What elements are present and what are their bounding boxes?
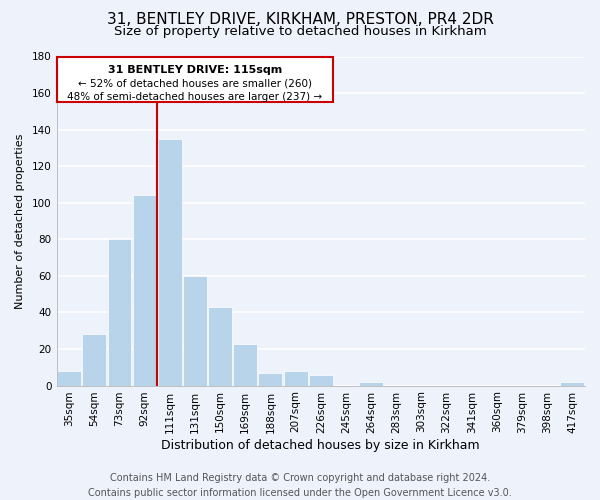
Bar: [284, 371, 308, 386]
Bar: [233, 344, 257, 386]
Bar: [259, 373, 283, 386]
Bar: [57, 371, 81, 386]
Bar: [208, 307, 232, 386]
Text: ← 52% of detached houses are smaller (260): ← 52% of detached houses are smaller (26…: [78, 78, 312, 88]
Bar: [133, 196, 157, 386]
Text: Contains HM Land Registry data © Crown copyright and database right 2024.
Contai: Contains HM Land Registry data © Crown c…: [88, 472, 512, 498]
X-axis label: Distribution of detached houses by size in Kirkham: Distribution of detached houses by size …: [161, 440, 480, 452]
Y-axis label: Number of detached properties: Number of detached properties: [15, 134, 25, 308]
Bar: [158, 139, 182, 386]
Bar: [309, 374, 333, 386]
Bar: [560, 382, 584, 386]
Bar: [107, 240, 131, 386]
Bar: [359, 382, 383, 386]
Text: 31 BENTLEY DRIVE: 115sqm: 31 BENTLEY DRIVE: 115sqm: [108, 64, 282, 74]
Bar: [183, 276, 207, 386]
Text: Size of property relative to detached houses in Kirkham: Size of property relative to detached ho…: [113, 25, 487, 38]
Bar: [82, 334, 106, 386]
FancyBboxPatch shape: [57, 56, 333, 102]
Text: 31, BENTLEY DRIVE, KIRKHAM, PRESTON, PR4 2DR: 31, BENTLEY DRIVE, KIRKHAM, PRESTON, PR4…: [107, 12, 493, 28]
Text: 48% of semi-detached houses are larger (237) →: 48% of semi-detached houses are larger (…: [67, 92, 323, 102]
